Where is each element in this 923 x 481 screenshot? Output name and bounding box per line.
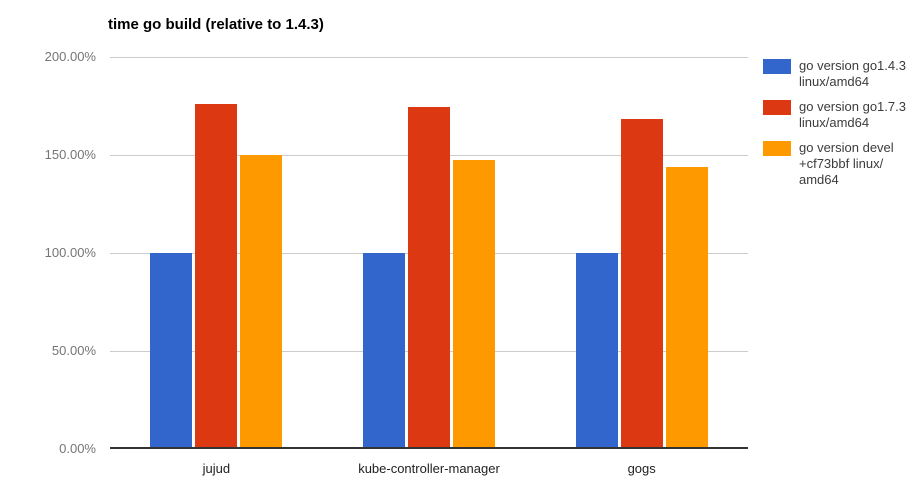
y-tick-label: 0.00% [59, 441, 96, 456]
legend-label-line: go version devel [799, 140, 894, 155]
legend-label: go version go1.7.3 linux/amd64 [799, 99, 906, 131]
legend-label-line: amd64 [799, 172, 839, 187]
x-axis-labels: jujud kube-controller-manager gogs [110, 461, 748, 476]
legend-label: go version devel +cf73bbf linux/amd64 [799, 140, 894, 188]
bar-kube-controller-manager-go-version-devel-+cf73bbf-linux/amd64[interactable] [453, 159, 495, 449]
legend-label: go version go1.4.3 linux/amd64 [799, 58, 906, 90]
x-tick-label-jujud: jujud [202, 461, 231, 476]
bar-gogs-go-version-go1.4.3-linux/amd64[interactable] [575, 253, 618, 449]
bar-group-kube-controller-manager [323, 57, 536, 449]
legend-label-line: linux/amd64 [799, 115, 870, 130]
bar-kube-controller-manager-go-version-go1.4.3-linux/amd64[interactable] [363, 253, 405, 449]
gridline [110, 56, 748, 58]
legend-label-line: +cf73bbf linux/ [799, 156, 884, 171]
legend-label-line: go version go1.7.3 [799, 99, 906, 114]
x-tick-label-gogs: gogs [627, 461, 656, 476]
chart-title: time go build (relative to 1.4.3) [108, 16, 324, 33]
y-tick-label: 200.00% [44, 49, 96, 64]
bar-group-jujud [110, 57, 323, 449]
bar-jujud-go-version-go1.7.3-linux/amd64[interactable] [195, 104, 238, 449]
legend-label-line: go version go1.4.3 [799, 58, 906, 73]
y-tick-label: 100.00% [44, 245, 96, 260]
legend-item: go version go1.4.3 linux/amd64 [763, 58, 921, 90]
x-tick-label-kube-controller-manager: kube-controller-manager [358, 461, 500, 476]
y-tick-label: 50.00% [51, 343, 96, 358]
x-axis-line [110, 447, 748, 449]
bar-gogs-go-version-go1.7.3-linux/amd64[interactable] [620, 118, 663, 449]
legend-label-line: linux/amd64 [799, 74, 870, 89]
legend-swatch-icon [763, 59, 791, 74]
legend-item: go version devel +cf73bbf linux/amd64 [763, 140, 921, 188]
bars-row [110, 57, 748, 449]
bar-jujud-go-version-go1.4.3-linux/amd64[interactable] [150, 253, 193, 449]
legend-swatch-icon [763, 100, 791, 115]
bar-kube-controller-manager-go-version-go1.7.3-linux/amd64[interactable] [408, 106, 450, 449]
bar-jujud-go-version-devel-+cf73bbf-linux/amd64[interactable] [240, 155, 283, 449]
legend-item: go version go1.7.3 linux/amd64 [763, 99, 921, 131]
legend: go version go1.4.3 linux/amd64 go version … [763, 58, 921, 188]
y-tick-label: 150.00% [44, 147, 96, 162]
bar-group-gogs [535, 57, 748, 449]
bar-gogs-go-version-devel-+cf73bbf-linux/amd64[interactable] [665, 166, 708, 449]
legend-swatch-icon [763, 141, 791, 156]
plot-area [110, 56, 748, 449]
